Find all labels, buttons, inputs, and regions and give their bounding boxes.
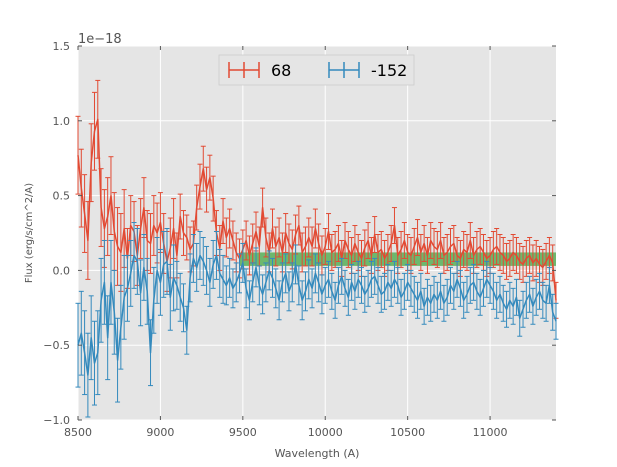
- y-tick-label: 1.5: [53, 40, 71, 53]
- y-axis-label: Flux (erg/s/cm^2/A): [24, 183, 35, 283]
- legend-label-68: 68: [271, 61, 291, 80]
- y-tick-label: −1.0: [43, 414, 70, 427]
- x-tick-label: 10500: [390, 426, 425, 439]
- y-tick-label: 1.0: [53, 115, 71, 128]
- y-tick-label: −0.5: [43, 339, 70, 352]
- legend: 68 -152: [218, 54, 415, 86]
- series-line: [77, 254, 557, 376]
- series-line: [77, 118, 557, 301]
- x-tick-label: 9000: [146, 426, 174, 439]
- x-axis-label: Wavelength (A): [275, 447, 360, 460]
- x-tick-label: 9500: [229, 426, 257, 439]
- series-minus-152: [75, 222, 559, 418]
- y-tick-label: 0.0: [53, 264, 71, 277]
- axes-layer: 8500 9000 9500 10000 10500 11000 −1.0 −0.5 0.0 0.…: [43, 40, 556, 439]
- offset-text: 1e−18: [78, 32, 122, 47]
- x-tick-label: 8500: [64, 426, 92, 439]
- series-layer: [75, 79, 559, 418]
- grid: [77, 45, 556, 421]
- legend-label-minus-152: -152: [371, 61, 407, 80]
- y-tick-label: 0.5: [53, 190, 71, 203]
- legend-handle-minus-152: [328, 62, 360, 78]
- x-tick-label: 11000: [473, 426, 508, 439]
- x-tick-label: 10000: [308, 426, 343, 439]
- legend-handle-68: [228, 62, 260, 78]
